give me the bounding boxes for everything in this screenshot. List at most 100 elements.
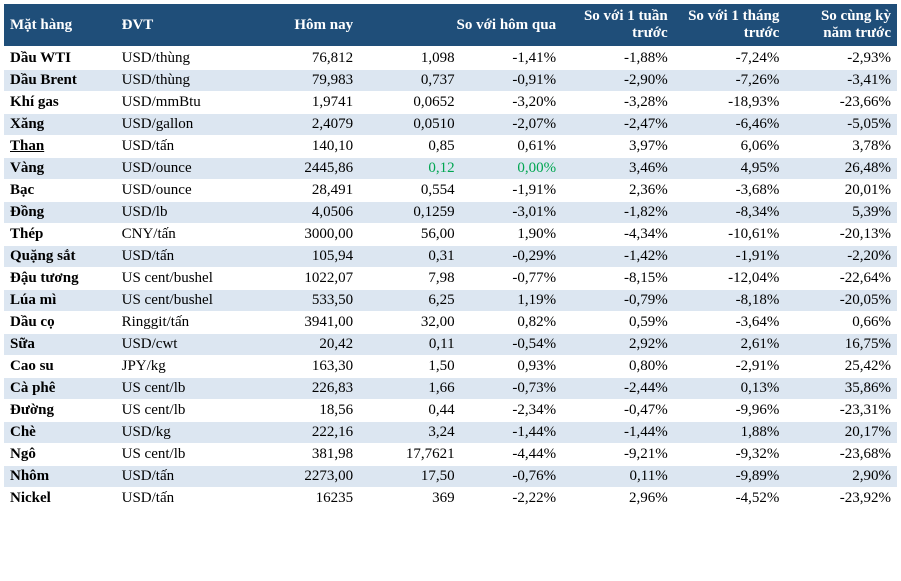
cell-name: Dầu cọ [4, 312, 116, 334]
cell-unit: US cent/lb [116, 378, 248, 400]
cell-week: 0,80% [562, 356, 674, 378]
table-row: ThanUSD/tấn140,100,850,61%3,97%6,06%3,78… [4, 136, 897, 158]
cell-delta-pct: 1,19% [461, 290, 562, 312]
table-row: SữaUSD/cwt20,420,11-0,54%2,92%2,61%16,75… [4, 334, 897, 356]
cell-year: 2,90% [785, 466, 897, 488]
cell-name: Nickel [4, 488, 116, 510]
cell-today: 140,10 [248, 136, 360, 158]
cell-delta-pct: -0,91% [461, 70, 562, 92]
cell-name: Lúa mì [4, 290, 116, 312]
cell-delta-abs: 56,00 [359, 224, 460, 246]
cell-today: 76,812 [248, 47, 360, 70]
cell-year: -20,05% [785, 290, 897, 312]
cell-today: 28,491 [248, 180, 360, 202]
cell-month: -8,34% [674, 202, 786, 224]
table-row: ĐồngUSD/lb4,05060,1259-3,01%-1,82%-8,34%… [4, 202, 897, 224]
cell-today: 16235 [248, 488, 360, 510]
table-row: BạcUSD/ounce28,4910,554-1,91%2,36%-3,68%… [4, 180, 897, 202]
table-body: Dầu WTIUSD/thùng76,8121,098-1,41%-1,88%-… [4, 47, 897, 510]
cell-week: -3,28% [562, 92, 674, 114]
cell-name: Sữa [4, 334, 116, 356]
cell-year: 35,86% [785, 378, 897, 400]
table-row: ChèUSD/kg222,163,24-1,44%-1,44%1,88%20,1… [4, 422, 897, 444]
cell-week: 2,96% [562, 488, 674, 510]
cell-today: 4,0506 [248, 202, 360, 224]
cell-delta-abs: 369 [359, 488, 460, 510]
table-row: Dầu BrentUSD/thùng79,9830,737-0,91%-2,90… [4, 70, 897, 92]
table-row: Dầu cọRinggit/tấn3941,0032,000,82%0,59%-… [4, 312, 897, 334]
cell-year: -3,41% [785, 70, 897, 92]
cell-delta-abs: 0,737 [359, 70, 460, 92]
cell-week: -0,47% [562, 400, 674, 422]
cell-year: 20,17% [785, 422, 897, 444]
cell-delta-abs: 7,98 [359, 268, 460, 290]
cell-delta-pct: -1,44% [461, 422, 562, 444]
table-row: VàngUSD/ounce2445,860,120,00%3,46%4,95%2… [4, 158, 897, 180]
cell-unit: USD/mmBtu [116, 92, 248, 114]
cell-name: Chè [4, 422, 116, 444]
cell-name: Cao su [4, 356, 116, 378]
table-row: Cao suJPY/kg163,301,500,93%0,80%-2,91%25… [4, 356, 897, 378]
cell-month: -3,64% [674, 312, 786, 334]
cell-delta-abs: 0,31 [359, 246, 460, 268]
cell-week: -1,88% [562, 47, 674, 70]
cell-unit: US cent/lb [116, 400, 248, 422]
cell-delta-pct: -1,91% [461, 180, 562, 202]
cell-today: 381,98 [248, 444, 360, 466]
table-row: XăngUSD/gallon2,40790,0510-2,07%-2,47%-6… [4, 114, 897, 136]
cell-today: 2,4079 [248, 114, 360, 136]
cell-delta-abs: 0,12 [359, 158, 460, 180]
cell-today: 533,50 [248, 290, 360, 312]
cell-delta-pct: -2,34% [461, 400, 562, 422]
cell-today: 1,9741 [248, 92, 360, 114]
cell-unit: CNY/tấn [116, 224, 248, 246]
cell-delta-abs: 1,098 [359, 47, 460, 70]
cell-year: -22,64% [785, 268, 897, 290]
cell-week: -0,79% [562, 290, 674, 312]
cell-name: Đồng [4, 202, 116, 224]
cell-unit: USD/thùng [116, 47, 248, 70]
cell-delta-pct: -2,07% [461, 114, 562, 136]
cell-name: Khí gas [4, 92, 116, 114]
cell-delta-abs: 1,66 [359, 378, 460, 400]
cell-delta-pct: -0,76% [461, 466, 562, 488]
cell-unit: USD/cwt [116, 334, 248, 356]
cell-week: -2,44% [562, 378, 674, 400]
cell-unit: USD/ounce [116, 180, 248, 202]
cell-delta-pct: 1,90% [461, 224, 562, 246]
cell-delta-pct: -0,54% [461, 334, 562, 356]
cell-delta-pct: -3,20% [461, 92, 562, 114]
cell-unit: USD/lb [116, 202, 248, 224]
cell-today: 222,16 [248, 422, 360, 444]
cell-week: -1,44% [562, 422, 674, 444]
header-unit: ĐVT [116, 4, 248, 47]
table-row: Lúa mìUS cent/bushel533,506,251,19%-0,79… [4, 290, 897, 312]
cell-week: 2,92% [562, 334, 674, 356]
cell-delta-abs: 0,0510 [359, 114, 460, 136]
cell-unit: USD/tấn [116, 466, 248, 488]
table-row: Đậu tươngUS cent/bushel1022,077,98-0,77%… [4, 268, 897, 290]
cell-delta-abs: 0,0652 [359, 92, 460, 114]
cell-month: 6,06% [674, 136, 786, 158]
cell-month: -7,24% [674, 47, 786, 70]
table-row: NickelUSD/tấn16235369-2,22%2,96%-4,52%-2… [4, 488, 897, 510]
cell-unit: JPY/kg [116, 356, 248, 378]
table-header: Mặt hàng ĐVT Hôm nay So với hôm qua So v… [4, 4, 897, 47]
cell-year: 5,39% [785, 202, 897, 224]
cell-unit: USD/tấn [116, 488, 248, 510]
cell-month: -9,89% [674, 466, 786, 488]
cell-month: -8,18% [674, 290, 786, 312]
cell-week: 0,11% [562, 466, 674, 488]
cell-unit: US cent/bushel [116, 290, 248, 312]
cell-year: -23,31% [785, 400, 897, 422]
cell-delta-pct: -1,41% [461, 47, 562, 70]
cell-unit: USD/kg [116, 422, 248, 444]
cell-today: 18,56 [248, 400, 360, 422]
cell-delta-abs: 17,7621 [359, 444, 460, 466]
cell-name: Vàng [4, 158, 116, 180]
table-row: Quặng sắtUSD/tấn105,940,31-0,29%-1,42%-1… [4, 246, 897, 268]
cell-month: 2,61% [674, 334, 786, 356]
cell-year: -23,92% [785, 488, 897, 510]
cell-unit: USD/gallon [116, 114, 248, 136]
cell-week: -4,34% [562, 224, 674, 246]
